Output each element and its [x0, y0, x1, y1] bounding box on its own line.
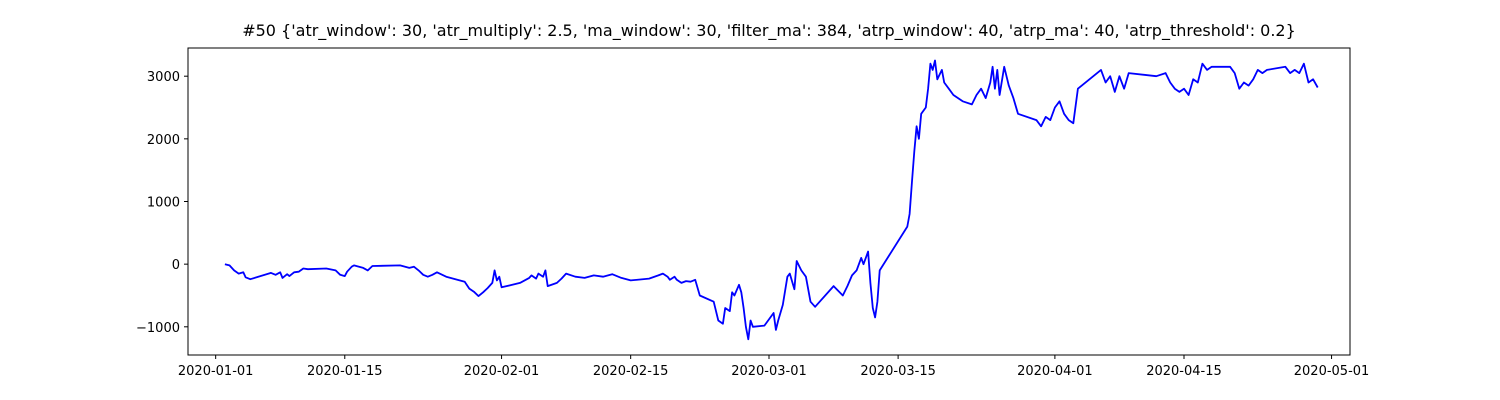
- plot-area: [187, 47, 1351, 356]
- y-axis: −1000 0 1000 2000 3000: [136, 70, 188, 336]
- x-axis: 2020-01-01 2020-01-15 2020-02-01 2020-02-15…: [178, 355, 1369, 379]
- series-line: [224, 59, 1319, 341]
- x-tick-label: 2020-03-01: [731, 364, 807, 379]
- series-layer: [224, 59, 1319, 341]
- x-tick-label: 2020-03-15: [860, 364, 936, 379]
- x-tick-label: 2020-04-01: [1017, 364, 1093, 379]
- x-tick-label: 2020-02-01: [464, 364, 540, 379]
- x-tick-label: 2020-01-15: [307, 364, 383, 379]
- x-tick-label: 2020-02-15: [593, 364, 669, 379]
- y-tick-label: 2000: [147, 133, 180, 148]
- x-tick-label: 2020-04-15: [1146, 364, 1222, 379]
- y-tick-label: 3000: [147, 70, 180, 85]
- y-tick-label: 0: [172, 258, 180, 273]
- chart-title: #50 {'atr_window': 30, 'atr_multiply': 2…: [242, 21, 1296, 40]
- plot-border: [187, 47, 1351, 356]
- y-tick-label: −1000: [136, 321, 180, 336]
- x-tick-label: 2020-05-01: [1294, 364, 1370, 379]
- x-tick-label: 2020-01-01: [178, 364, 254, 379]
- y-tick-label: 1000: [147, 196, 180, 211]
